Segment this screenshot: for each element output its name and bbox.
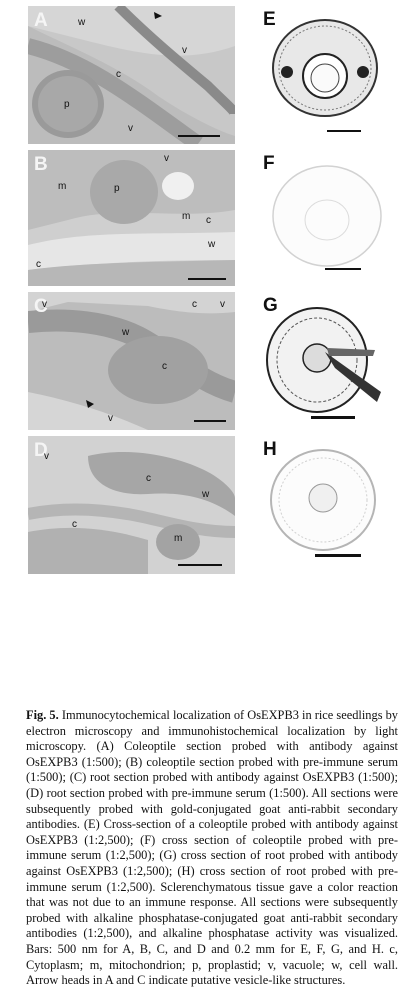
panel-b-micrograph: B v m p m c w c bbox=[28, 150, 235, 286]
panel-d-annot-c2: c bbox=[72, 519, 77, 530]
panel-g-image bbox=[266, 307, 381, 419]
panel-c-label: C bbox=[34, 296, 48, 317]
panel-b-annot-m2: m bbox=[182, 211, 191, 222]
panel-a-annot-w: w bbox=[78, 17, 86, 28]
panel-f-image bbox=[272, 165, 382, 270]
panel-d-annot-m: m bbox=[174, 533, 183, 544]
panel-d-micrograph: D v c w c m bbox=[28, 436, 235, 574]
panel-c-annot-v1: v bbox=[42, 299, 47, 310]
panel-a-annot-v2: v bbox=[128, 123, 133, 134]
panel-e-label: E bbox=[263, 9, 276, 30]
panel-g-micrograph: G bbox=[255, 292, 405, 430]
panel-c-annot-v2: v bbox=[220, 299, 225, 310]
figure-caption-text: Immunocytochemical localization of OsEXP… bbox=[26, 708, 398, 988]
panel-b-label: B bbox=[34, 154, 48, 175]
panel-a-annot-v1: v bbox=[182, 45, 187, 56]
panel-c-micrograph: C v c v w c v bbox=[28, 292, 235, 430]
panel-c-annot-c2: c bbox=[162, 361, 167, 372]
panel-h-label: H bbox=[263, 439, 277, 460]
panel-d-annot-c1: c bbox=[146, 473, 151, 484]
panel-c-annot-c1: c bbox=[192, 299, 197, 310]
panel-f-label: F bbox=[263, 153, 275, 174]
panel-d-annot-v: v bbox=[44, 451, 49, 462]
panel-a-label: A bbox=[34, 10, 48, 31]
panel-h-micrograph: H bbox=[255, 436, 405, 574]
panel-d-label: D bbox=[34, 440, 48, 461]
panel-c-annot-v3: v bbox=[108, 413, 113, 424]
panel-d-image bbox=[28, 436, 235, 574]
panel-b-annot-v: v bbox=[164, 153, 169, 164]
panel-a-annot-c: c bbox=[116, 69, 121, 80]
panel-e-image bbox=[272, 19, 378, 132]
panel-b-annot-c2: c bbox=[36, 259, 41, 270]
panel-h-image bbox=[270, 449, 376, 557]
panel-a-image bbox=[28, 6, 235, 144]
panel-b-annot-m1: m bbox=[58, 181, 67, 192]
panel-a-micrograph: A w v c p v bbox=[28, 6, 235, 144]
panel-b-annot-c1: c bbox=[206, 215, 211, 226]
panel-b-annot-p: p bbox=[114, 183, 120, 194]
panel-b-image bbox=[28, 150, 235, 286]
panel-c-annot-w: w bbox=[122, 327, 130, 338]
panel-b-annot-w: w bbox=[208, 239, 216, 250]
panel-c-image bbox=[28, 292, 235, 430]
figure-caption: Fig. 5. Immunocytochemical localization … bbox=[26, 708, 398, 989]
panel-a-annot-p: p bbox=[64, 99, 70, 110]
panel-d-annot-w: w bbox=[202, 489, 210, 500]
panel-f-micrograph: F bbox=[255, 150, 405, 286]
figure-label: Fig. 5. bbox=[26, 708, 59, 722]
panel-e-micrograph: E bbox=[255, 6, 405, 144]
panel-g-label: G bbox=[263, 295, 278, 316]
